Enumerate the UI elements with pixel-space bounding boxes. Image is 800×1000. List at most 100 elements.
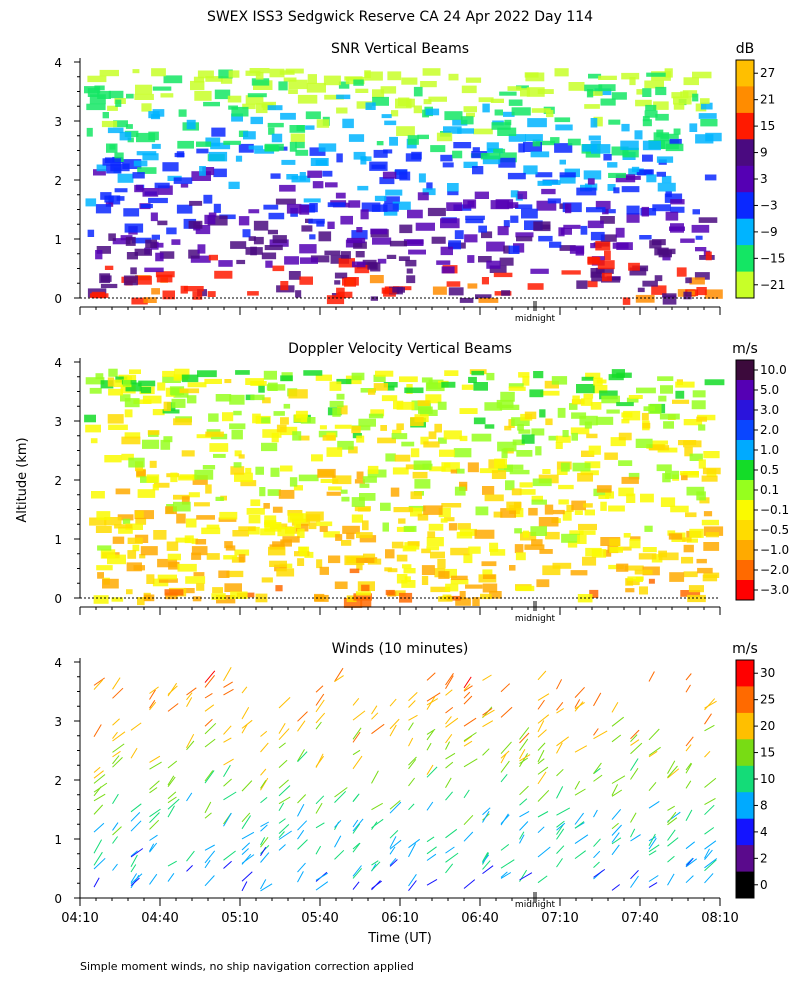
wind-barb xyxy=(130,864,137,873)
heatmap-cell xyxy=(642,116,650,122)
heatmap-cell xyxy=(459,297,474,303)
heatmap-cell xyxy=(648,578,655,584)
heatmap-cell xyxy=(382,171,397,179)
wind-barb xyxy=(149,701,157,711)
heatmap-cell xyxy=(340,215,353,225)
wind-barb xyxy=(408,777,415,787)
heatmap-cell xyxy=(468,546,481,554)
heatmap-cell xyxy=(582,144,598,152)
heatmap-cell xyxy=(472,147,480,152)
heatmap-cell xyxy=(110,163,130,172)
wind-barb xyxy=(93,774,106,784)
heatmap-cell xyxy=(354,264,370,274)
heatmap-cell xyxy=(531,108,551,113)
heatmap-cell xyxy=(160,439,171,450)
heatmap-cell xyxy=(705,532,719,538)
wind-barb xyxy=(297,820,308,831)
heatmap-cell xyxy=(463,553,473,564)
colorbar-label: 5.0 xyxy=(760,383,779,397)
heatmap-cell xyxy=(324,250,341,256)
x-tick-label: 04:10 xyxy=(61,911,98,926)
wind-barb xyxy=(334,790,347,803)
wind-barb xyxy=(204,670,216,683)
heatmap-cell xyxy=(552,562,572,569)
wind-barb xyxy=(445,828,458,839)
heatmap-cell xyxy=(338,258,355,268)
wind-barb xyxy=(93,677,105,686)
x-tick-label: 06:10 xyxy=(381,911,418,926)
heatmap-cell xyxy=(268,212,285,220)
colorbar-swatch xyxy=(736,580,754,601)
heatmap-cell xyxy=(600,98,616,106)
heatmap-cell xyxy=(644,110,658,118)
heatmap-cell xyxy=(616,402,634,407)
heatmap-cell xyxy=(465,77,482,83)
wind-barb xyxy=(556,845,565,854)
midnight-label: midnight xyxy=(515,614,556,624)
heatmap-cell xyxy=(317,468,336,478)
wind-barb xyxy=(482,852,489,863)
wind-barb xyxy=(611,734,622,743)
colorbar-swatch xyxy=(736,845,754,872)
heatmap-cell xyxy=(518,143,525,153)
heatmap-cell xyxy=(376,141,384,146)
heatmap-cell xyxy=(351,497,365,507)
heatmap-cell xyxy=(601,272,612,282)
wind-barb xyxy=(260,797,268,804)
heatmap-cell xyxy=(231,556,245,563)
wind-barb xyxy=(371,860,379,866)
heatmap-cell xyxy=(299,244,317,254)
heatmap-cell xyxy=(186,395,197,404)
wind-barb xyxy=(371,712,379,720)
heatmap-cell xyxy=(342,118,354,129)
heatmap-cell xyxy=(391,110,399,117)
heatmap-cell xyxy=(530,268,549,274)
wind-barb xyxy=(593,809,598,818)
wind-barb xyxy=(537,742,546,751)
heatmap-cell xyxy=(691,224,710,233)
x-tick-label: 08:10 xyxy=(701,911,738,926)
heatmap-cell xyxy=(334,424,352,429)
wind-barb xyxy=(574,701,585,710)
heatmap-cell xyxy=(108,90,124,99)
heatmap-cell xyxy=(568,82,585,91)
heatmap-cell xyxy=(114,524,133,529)
wind-barb xyxy=(93,770,104,779)
heatmap-cell xyxy=(514,528,522,534)
heatmap-cell xyxy=(413,86,423,97)
heatmap-cell xyxy=(491,122,511,130)
heatmap-cell xyxy=(396,554,408,562)
heatmap-cell xyxy=(478,298,499,303)
heatmap-cell xyxy=(615,227,625,238)
heatmap-cell xyxy=(683,419,703,426)
heatmap-cell xyxy=(143,297,157,303)
wind-barb xyxy=(704,750,711,758)
heatmap-cell xyxy=(454,230,464,240)
heatmap-cell xyxy=(550,137,560,144)
heatmap-cell xyxy=(667,530,676,536)
heatmap-cell xyxy=(626,205,640,215)
wind-barb xyxy=(593,861,600,868)
heatmap-cell xyxy=(122,518,131,524)
wind-barb xyxy=(149,780,160,790)
heatmap-cell xyxy=(308,522,317,530)
wind-barb xyxy=(630,758,639,771)
heatmap-cell xyxy=(655,113,669,121)
heatmap-cell xyxy=(311,454,323,462)
wind-barb xyxy=(315,822,325,829)
heatmap-cell xyxy=(152,484,159,491)
heatmap-cell xyxy=(507,202,519,208)
wind-barb xyxy=(241,815,252,830)
wind-barb xyxy=(112,750,121,758)
heatmap-cell xyxy=(309,147,326,156)
heatmap-cell xyxy=(493,148,506,153)
heatmap-cell xyxy=(459,591,466,600)
heatmap-cell xyxy=(652,440,668,445)
heatmap-cell xyxy=(426,537,444,547)
heatmap-cell xyxy=(231,106,249,117)
wind-barb xyxy=(574,788,586,796)
heatmap-cell xyxy=(299,257,318,264)
heatmap-cell xyxy=(422,188,436,196)
heatmap-cell xyxy=(595,240,611,251)
heatmap-cell xyxy=(375,370,394,377)
